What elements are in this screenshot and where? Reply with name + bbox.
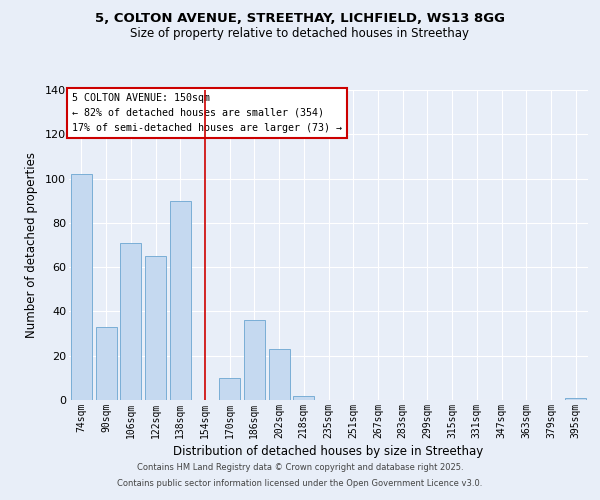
Bar <box>120 243 141 400</box>
Bar <box>269 349 290 400</box>
Text: Contains HM Land Registry data © Crown copyright and database right 2025.: Contains HM Land Registry data © Crown c… <box>137 464 463 472</box>
Y-axis label: Number of detached properties: Number of detached properties <box>25 152 38 338</box>
Bar <box>145 256 166 400</box>
Bar <box>219 378 240 400</box>
X-axis label: Distribution of detached houses by size in Streethay: Distribution of detached houses by size … <box>173 445 484 458</box>
Bar <box>71 174 92 400</box>
Text: 5, COLTON AVENUE, STREETHAY, LICHFIELD, WS13 8GG: 5, COLTON AVENUE, STREETHAY, LICHFIELD, … <box>95 12 505 26</box>
Bar <box>95 327 116 400</box>
Text: Contains public sector information licensed under the Open Government Licence v3: Contains public sector information licen… <box>118 478 482 488</box>
Bar <box>565 398 586 400</box>
Text: 5 COLTON AVENUE: 150sqm
← 82% of detached houses are smaller (354)
17% of semi-d: 5 COLTON AVENUE: 150sqm ← 82% of detache… <box>71 93 341 132</box>
Bar <box>244 320 265 400</box>
Text: Size of property relative to detached houses in Streethay: Size of property relative to detached ho… <box>131 28 470 40</box>
Bar <box>170 200 191 400</box>
Bar <box>293 396 314 400</box>
